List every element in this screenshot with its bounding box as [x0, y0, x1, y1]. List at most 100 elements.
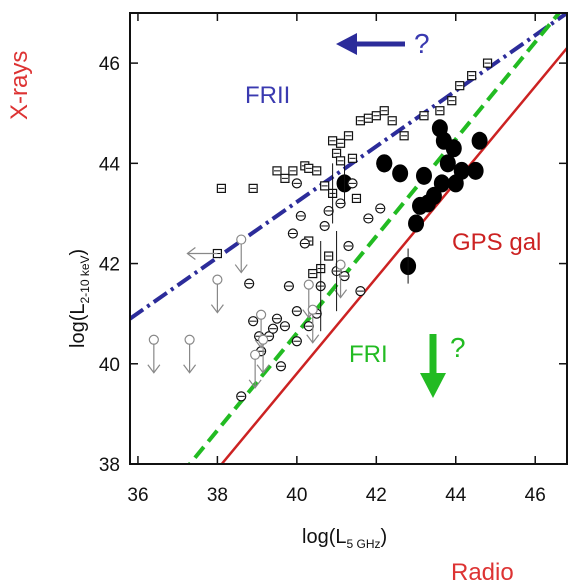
frii-point [288, 166, 298, 176]
frii-point [216, 183, 226, 193]
fri-point [291, 178, 302, 189]
gps-point [439, 154, 456, 173]
left-limit-arrow [186, 247, 218, 261]
frii-point [304, 163, 314, 173]
x-axis-label-sub: 5 GHz [346, 537, 380, 551]
gps-point [415, 166, 432, 185]
x-axis-label-main: log(L [302, 526, 346, 548]
model-lines [130, 13, 567, 464]
frii-point [371, 111, 381, 121]
x-tick-label: 38 [207, 485, 228, 506]
x-tick-label: 42 [366, 485, 387, 506]
upper-limit-circle [212, 274, 223, 285]
upper-limit-point [210, 274, 224, 314]
frii-point [387, 116, 397, 126]
fri-point [363, 213, 374, 224]
x-tick-label: 44 [445, 485, 467, 506]
gps-point [453, 161, 470, 180]
fri-point [248, 316, 259, 327]
fri-point [244, 278, 255, 289]
fri-point [267, 323, 279, 334]
gps-point [408, 214, 425, 233]
upper-limit-circle [257, 334, 269, 345]
frii-point [435, 106, 445, 116]
upper-limit-point [248, 349, 262, 389]
gps-point [467, 161, 484, 180]
upper-limit-point [306, 304, 320, 344]
frii-point [312, 166, 322, 176]
fri-point [335, 198, 346, 209]
gps-point [376, 154, 393, 173]
upper-limit-circle [148, 334, 159, 345]
upper-limit-circle [303, 279, 314, 290]
fri-point [279, 321, 291, 332]
frii-point [467, 71, 477, 81]
y-axis-label: log(L2-10 keV) [67, 249, 92, 348]
x-tick-label: 46 [525, 485, 546, 506]
y-tick-label: 38 [99, 455, 120, 476]
line-fri [187, 13, 561, 464]
fri-arrow-down-icon [420, 334, 446, 398]
y-axis-label-main: log(L [67, 304, 89, 348]
gps-point [471, 131, 488, 150]
upper-limit-arrow [210, 304, 224, 314]
fri-point [295, 210, 306, 222]
upper-limit-circle [250, 349, 261, 360]
line-frii [130, 13, 567, 321]
fri-point [275, 361, 287, 372]
y-axis-label-tail: ) [67, 249, 89, 256]
x-rays-label: X-rays [6, 51, 33, 120]
frii-point [272, 166, 282, 176]
upper-limit-arrow [248, 379, 262, 389]
fri-point [283, 281, 295, 292]
upper-limit-circle [307, 304, 318, 315]
frii-point [399, 131, 409, 141]
x-axis-label-tail: ) [381, 526, 388, 548]
fri-point [347, 178, 358, 189]
upper-limit-arrow [147, 364, 161, 374]
gps-point [445, 139, 462, 158]
fri-point [291, 306, 302, 317]
frii-point [308, 268, 318, 279]
plot-frame-rect [129, 12, 568, 465]
data-points [147, 58, 493, 402]
x-axis-label: log(L5 GHz) [302, 526, 387, 551]
frii-point [280, 173, 290, 183]
upper-limit-point [256, 334, 270, 374]
frii-point [419, 111, 429, 121]
gps-label: GPS gal [452, 229, 541, 256]
frii-point [351, 193, 362, 204]
frii-point [379, 106, 389, 116]
x-tick-label: 36 [127, 485, 148, 506]
frii-point [455, 81, 465, 91]
gps-point [433, 174, 450, 193]
frii-question-mark: ? [414, 28, 430, 59]
y-axis-label-sub: 2-10 keV [78, 255, 92, 303]
fri-point [287, 228, 298, 239]
frii-label: FRII [245, 82, 290, 109]
upper-limit-circle [335, 259, 346, 270]
y-tick-label: 40 [99, 355, 120, 376]
upper-limit-circle [184, 334, 195, 345]
frii-point [343, 131, 354, 141]
frii-point [363, 113, 373, 123]
frii-point [331, 148, 342, 158]
fri-point [343, 240, 354, 252]
plot-frame [129, 12, 568, 465]
gps-point [425, 186, 442, 205]
fri-point [236, 391, 247, 402]
upper-limit-arrow [234, 264, 248, 274]
upper-limit-circle [256, 309, 267, 320]
frii-point [328, 136, 338, 146]
upper-limit-point [234, 234, 248, 274]
frii-point [248, 183, 258, 193]
gps-point [392, 164, 409, 183]
fri-point [323, 205, 334, 217]
fri-point [339, 270, 350, 282]
left-limit-head [186, 247, 196, 261]
upper-limit-circle [236, 234, 247, 245]
upper-limit-point [147, 334, 161, 374]
frii-point [355, 116, 366, 126]
y-tick-label: 46 [99, 54, 120, 75]
